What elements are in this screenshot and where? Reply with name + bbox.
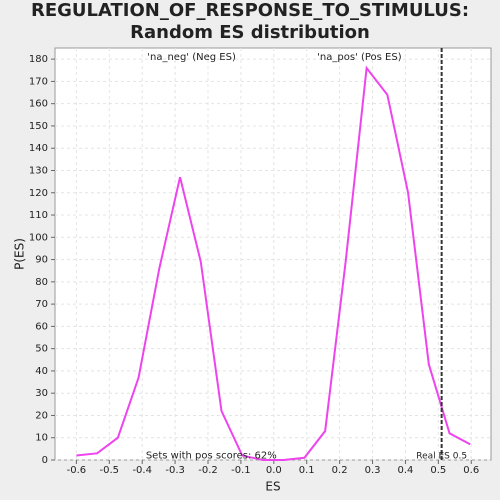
y-tick-label: 180: [29, 54, 48, 65]
y-tick-label: 80: [35, 277, 48, 288]
x-tick-label: -0.1: [231, 465, 251, 476]
y-tick-label: 30: [35, 388, 48, 399]
es-line: [76, 65, 471, 461]
y-tick-label: 60: [35, 321, 48, 332]
y-tick-label: 70: [35, 299, 48, 310]
annotation: Sets with pos scores: 62%: [146, 451, 277, 462]
x-tick-label: -0.3: [165, 465, 185, 476]
x-tick-label: 0.4: [397, 465, 413, 476]
x-tick-label: 0.2: [332, 465, 348, 476]
annotation: 'na_pos' (Pos ES): [317, 52, 402, 63]
y-tick-label: 170: [29, 76, 48, 87]
real-es-label: Real ES 0.5: [416, 452, 467, 462]
y-tick-label: 0: [42, 455, 48, 466]
x-tick-label: -0.2: [198, 465, 218, 476]
y-tick-label: 130: [29, 165, 48, 176]
y-tick-label: 90: [35, 255, 48, 266]
y-tick-label: 160: [29, 99, 48, 110]
x-tick-label: 0.5: [430, 465, 446, 476]
y-tick-label: 50: [35, 344, 48, 355]
chart-title: REGULATION_OF_RESPONSE_TO_STIMULUS: Rand…: [30, 0, 470, 43]
x-tick-label: -0.6: [67, 465, 87, 476]
y-tick-label: 20: [35, 410, 48, 421]
x-tick-label: 0.3: [365, 465, 381, 476]
y-tick-label: 120: [29, 188, 48, 199]
y-tick-label: 150: [29, 121, 48, 132]
y-tick-label: 40: [35, 366, 48, 377]
annotation: 'na_neg' (Neg ES): [147, 52, 236, 63]
y-tick-label: 100: [29, 232, 48, 243]
x-tick-label: 0.1: [299, 465, 315, 476]
y-tick-label: 140: [29, 143, 48, 154]
y-tick-label: 10: [35, 433, 48, 444]
y-tick-label: 110: [29, 210, 48, 221]
x-tick-label: 0.6: [463, 465, 479, 476]
plot-area: [54, 47, 492, 461]
y-axis-label: P(ES): [13, 238, 27, 270]
x-tick-label: -0.4: [132, 465, 152, 476]
x-tick-label: -0.5: [100, 465, 120, 476]
x-tick-label: 0.0: [266, 465, 282, 476]
x-axis-label: ES: [265, 480, 280, 494]
